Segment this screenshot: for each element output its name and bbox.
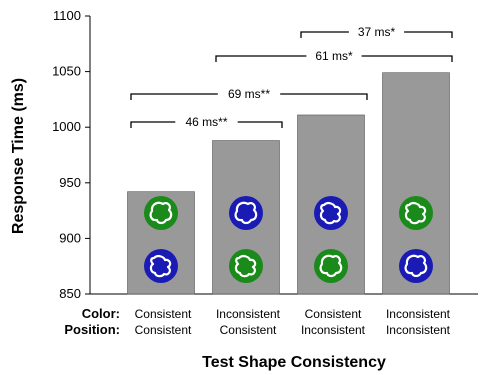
shape-icons [144, 196, 433, 283]
y-tick-label: 850 [59, 286, 81, 301]
bracket-label: 61 ms* [315, 49, 353, 63]
category-label-color: Consistent [305, 307, 362, 321]
bars [127, 72, 450, 295]
category-label-position: Consistent [220, 323, 277, 337]
significance-bracket: 69 ms** [130, 87, 368, 101]
y-tick-label: 1000 [52, 119, 81, 134]
y-ticks: 850 900 950 1000 1050 1100 [52, 8, 90, 301]
shape-icon-bottom [144, 249, 178, 283]
category-label-color: Inconsistent [386, 307, 451, 321]
row-label-color: Color: [82, 306, 120, 321]
significance-bracket: 61 ms* [215, 49, 453, 63]
category-label-position: Inconsistent [301, 323, 366, 337]
shape-icon-bottom [314, 249, 348, 283]
bracket-label: 46 ms** [185, 115, 227, 129]
shape-icon-top [229, 196, 263, 230]
shape-icon-top [399, 196, 433, 230]
y-tick-label: 1050 [52, 64, 81, 79]
bracket-label: 69 ms** [228, 87, 270, 101]
significance-bracket: 37 ms* [300, 25, 453, 39]
category-label-position: Consistent [135, 323, 192, 337]
category-labels: Consistent Consistent Inconsistent Consiste… [135, 307, 451, 337]
y-tick-label: 950 [59, 175, 81, 190]
y-axis-label: Response Time (ms) [10, 78, 27, 234]
category-label-color: Consistent [135, 307, 192, 321]
row-label-position: Position: [64, 322, 120, 337]
y-tick-label: 1100 [53, 8, 81, 23]
significance-brackets: 46 ms**69 ms** 61 ms* 37 ms* [130, 25, 453, 129]
significance-bracket: 46 ms** [130, 115, 283, 129]
category-label-color: Inconsistent [216, 307, 281, 321]
y-tick-label: 900 [59, 230, 81, 245]
shape-icon-top [144, 196, 178, 230]
shape-icon-bottom [229, 249, 263, 283]
bracket-label: 37 ms* [358, 25, 396, 39]
shape-icon-bottom [399, 249, 433, 283]
category-label-position: Inconsistent [386, 323, 451, 337]
x-axis-label: Test Shape Consistency [202, 354, 386, 371]
shape-icon-top [314, 196, 348, 230]
